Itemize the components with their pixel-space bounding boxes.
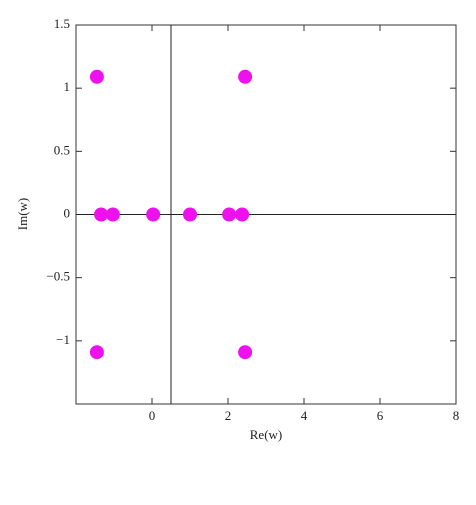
point	[222, 207, 237, 222]
x-tick-label: 6	[377, 408, 384, 423]
y-tick-label: 1	[64, 79, 71, 94]
x-tick-label: 4	[301, 408, 308, 423]
y-tick-label: 1.5	[54, 16, 70, 31]
y-tick-label: 0	[64, 205, 71, 220]
point	[89, 69, 104, 84]
x-axis-label: Re(w)	[250, 427, 283, 442]
y-axis-label: Im(w)	[15, 198, 30, 231]
x-tick-label: 0	[149, 408, 156, 423]
y-tick-label: −0.5	[46, 269, 70, 284]
point	[235, 207, 250, 222]
point	[146, 207, 161, 222]
x-tick-label: 2	[225, 408, 232, 423]
point	[238, 345, 253, 360]
y-tick-label: −1	[56, 332, 70, 347]
y-tick-label: 0.5	[54, 142, 70, 157]
point	[89, 345, 104, 360]
point	[238, 69, 253, 84]
point	[94, 207, 109, 222]
point	[183, 207, 197, 222]
x-tick-label: 8	[453, 408, 460, 423]
point	[105, 207, 120, 222]
